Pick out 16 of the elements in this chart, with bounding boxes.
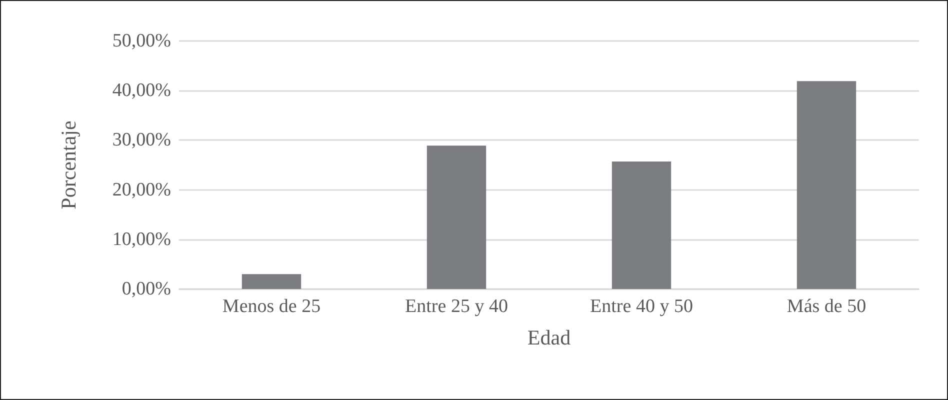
y-tick-label: 40,00% (112, 80, 172, 102)
bar (242, 274, 302, 289)
y-tick-label: 0,00% (122, 278, 172, 300)
y-tick-label: 50,00% (112, 30, 172, 52)
bar (426, 146, 486, 289)
y-tick-label: 30,00% (112, 130, 172, 151)
bar (796, 81, 856, 289)
y-axis-title: Porcentaje (56, 120, 80, 210)
x-axis-title: Edad (527, 326, 572, 350)
bar (612, 162, 672, 289)
x-tick-label: Entre 40 y 50 (590, 296, 693, 317)
x-tick-label: Más de 50 (786, 296, 866, 317)
y-tick-label: 20,00% (112, 179, 172, 200)
y-tick-label: 10,00% (112, 228, 172, 250)
x-tick-label: Menos de 25 (222, 296, 321, 317)
x-tick-label: Entre 25 y 40 (405, 296, 508, 317)
